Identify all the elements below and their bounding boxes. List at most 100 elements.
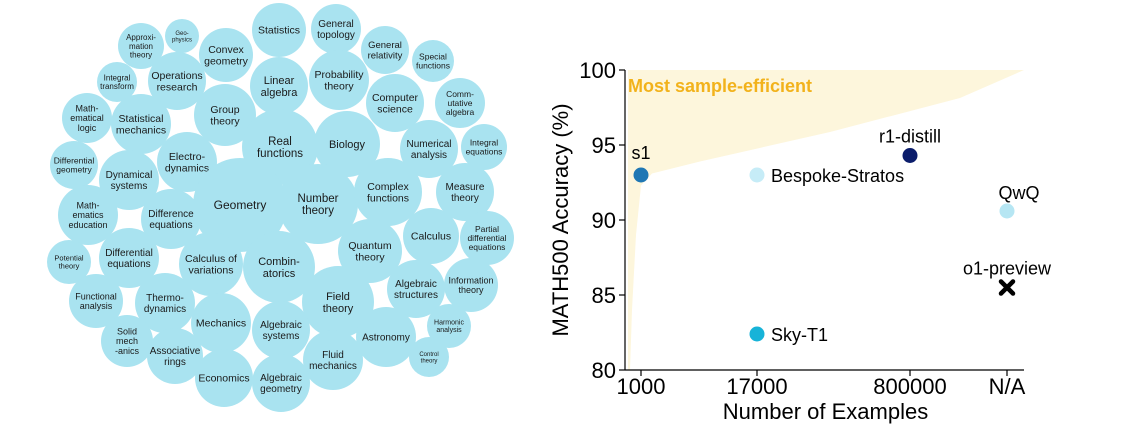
- bubble-circle: [165, 19, 199, 53]
- bubble-label: Potential: [54, 254, 84, 263]
- bubble-label: Combin-: [258, 256, 300, 268]
- bubble-label: Integral: [470, 137, 498, 147]
- point-label: o1-preview: [963, 259, 1052, 279]
- topic-bubble: Calculus: [403, 208, 459, 264]
- x-tick-label: 17000: [726, 374, 787, 399]
- axes: 80 85 90 95 100 1000 17000 800000 N/A: [579, 58, 1025, 399]
- bubble-circle: [412, 40, 454, 82]
- bubble-circle: [354, 158, 422, 226]
- bubble-label: Algebraic: [260, 373, 302, 384]
- bubble-label: utative: [447, 98, 472, 108]
- bubble-circle: [101, 315, 153, 367]
- bubble-label: theory: [458, 285, 484, 295]
- bubble-label: Electro-: [169, 151, 206, 163]
- bubble-circle: [47, 240, 91, 284]
- bubble-label: Algebraic: [395, 279, 437, 290]
- y-tick-label: 95: [592, 133, 616, 158]
- bubble-label: General: [318, 19, 354, 30]
- bubble-circle: [303, 330, 363, 390]
- bubble-circle: [243, 231, 315, 303]
- topic-bubble: Combin-atorics: [243, 231, 315, 303]
- bubble-label: Differential: [54, 155, 95, 165]
- region-label: Most sample-efficient: [628, 76, 812, 96]
- bubble-circle: [179, 232, 243, 296]
- bubble-label: Algebraic: [260, 320, 302, 331]
- bubble-label: mation: [129, 42, 153, 51]
- bubble-label: Field: [326, 291, 350, 303]
- bubble-label: rings: [164, 357, 186, 368]
- bubble-label: algebra: [261, 87, 299, 99]
- bubble-label: theory: [451, 193, 479, 204]
- bubble-circle: [99, 228, 159, 288]
- topic-bubble: Geometry: [193, 158, 287, 252]
- bubble-circle: [118, 23, 164, 69]
- bubble-label: transform: [100, 82, 134, 91]
- bubble-circle: [199, 28, 253, 82]
- bubble-circle: [436, 163, 494, 221]
- bubble-label: Statistical: [119, 113, 164, 125]
- bubble-circle: [409, 337, 449, 377]
- point-label: Sky-T1: [771, 325, 828, 345]
- bubble-circle: [278, 164, 358, 244]
- bubble-label: Thermo-: [146, 293, 184, 304]
- bubble-label: science: [377, 103, 413, 115]
- point-marker: [749, 167, 765, 183]
- bubble-label: differential: [467, 233, 506, 243]
- bubble-label: Group: [210, 104, 239, 116]
- bubble-circle: [252, 3, 306, 57]
- bubble-label: topology: [317, 30, 355, 41]
- bubble-label: Control: [419, 352, 438, 358]
- bubble-label: mechanics: [309, 361, 357, 372]
- bubble-label: theory: [324, 80, 354, 92]
- bubble-label: systems: [111, 181, 148, 192]
- bubble-circle: [338, 219, 402, 283]
- y-axis-label: MATH500 Accuracy (%): [548, 103, 573, 336]
- point-qwq: QwQ: [998, 183, 1040, 219]
- bubble-label: algebra: [446, 107, 475, 117]
- bubble-label: ematics: [72, 210, 104, 220]
- bubble-label: equations: [466, 147, 503, 157]
- bubble-circle: [366, 74, 424, 132]
- efficiency-region: [628, 70, 1024, 370]
- bubble-label: Approxi-: [126, 33, 156, 42]
- topic-bubble: Astronomy: [356, 307, 416, 367]
- topic-bubble: Biology: [314, 111, 380, 177]
- topic-bubble: Electro-dynamics: [157, 132, 217, 192]
- point-label: s1: [631, 143, 650, 163]
- bubble-label: relativity: [368, 51, 403, 62]
- y-tick-label: 90: [592, 208, 616, 233]
- bubble-circle: [427, 304, 471, 348]
- bubble-label: atorics: [263, 268, 296, 280]
- point-o1-preview: o1-preview: [963, 259, 1052, 296]
- bubble-circle: [193, 158, 287, 252]
- bubble-circle: [195, 349, 253, 407]
- bubble-label: dynamics: [165, 162, 209, 174]
- bubble-label: General: [368, 40, 402, 51]
- bubble-label: systems: [263, 331, 300, 342]
- data-points: s1 Bespoke-Stratos Sky-T1 r1-distill QwQ o1-p…: [631, 127, 1052, 346]
- bubble-label: geometry: [260, 384, 302, 395]
- bubble-circle: [403, 208, 459, 264]
- bubble-label: Information: [448, 275, 493, 285]
- bubble-label: Statistics: [258, 25, 300, 37]
- bubble-circle: [111, 94, 171, 154]
- bubble-label: Operations: [151, 70, 202, 82]
- bubble-circle: [252, 301, 310, 359]
- y-tick-label: 80: [592, 358, 616, 383]
